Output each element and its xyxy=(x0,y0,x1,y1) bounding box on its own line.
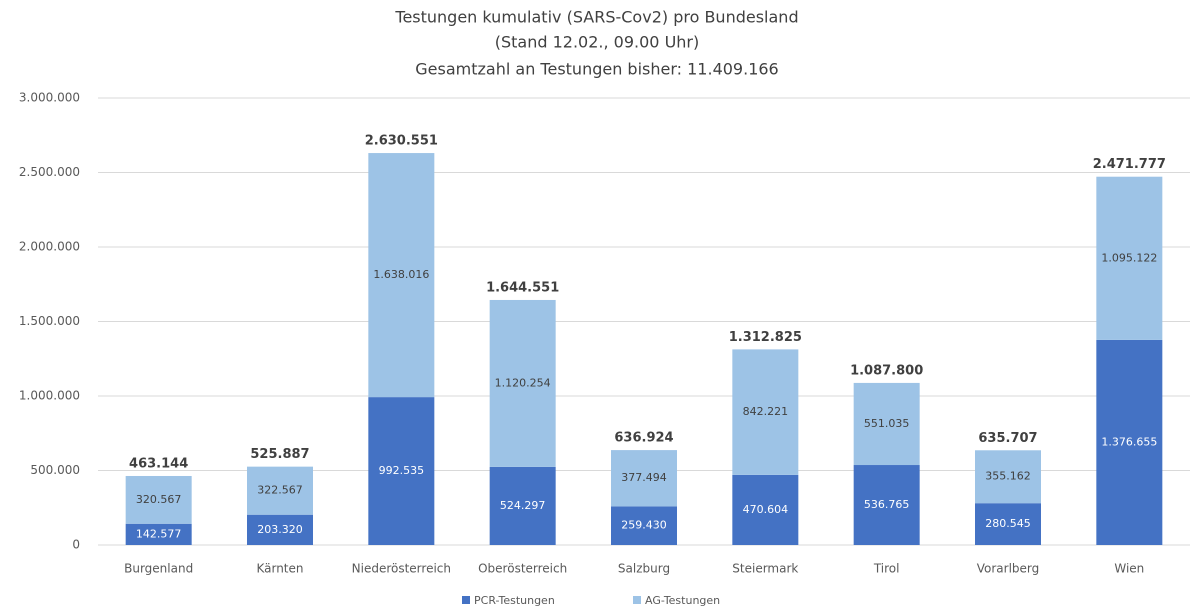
data-label: 142.577 xyxy=(136,527,182,540)
bar-segment xyxy=(247,466,313,515)
bar-segment xyxy=(1096,339,1163,545)
chart-subtitle: (Stand 12.02., 09.00 Uhr) xyxy=(495,33,699,52)
bar-segment xyxy=(975,450,1041,504)
y-tick-label: 0 xyxy=(72,538,80,552)
total-label: 635.707 xyxy=(978,431,1037,446)
y-tick-label: 1.000.000 xyxy=(19,389,80,403)
data-label: 355.162 xyxy=(985,470,1031,483)
total-label: 1.644.551 xyxy=(486,280,559,295)
data-label: 1.376.655 xyxy=(1101,435,1157,448)
bar-segment xyxy=(125,523,192,545)
total-label: 525.887 xyxy=(250,447,309,462)
data-label: 377.494 xyxy=(621,471,667,484)
data-label: 524.297 xyxy=(500,499,546,512)
bar-segment xyxy=(853,465,920,545)
legend-swatch xyxy=(462,596,470,604)
total-label: 463.144 xyxy=(129,456,188,471)
y-tick-label: 1.500.000 xyxy=(19,314,80,328)
chart-title: Testungen kumulativ (SARS-Cov2) pro Bund… xyxy=(394,8,798,27)
data-label: 322.567 xyxy=(257,484,303,497)
bar-segment xyxy=(732,474,799,545)
data-label: 1.095.122 xyxy=(1101,251,1157,264)
total-label: 1.087.800 xyxy=(850,363,923,378)
bar-segment xyxy=(853,382,920,466)
data-label: 551.035 xyxy=(864,417,910,430)
data-label: 1.638.016 xyxy=(373,268,429,281)
legend-label: PCR-Testungen xyxy=(474,594,555,607)
total-label: 2.630.551 xyxy=(365,134,438,149)
total-label: 2.471.777 xyxy=(1093,157,1166,172)
x-tick-label: Oberösterreich xyxy=(478,562,567,576)
bar-segment xyxy=(247,514,313,545)
data-label: 320.567 xyxy=(136,493,182,506)
data-label: 470.604 xyxy=(743,503,789,516)
bar-segment xyxy=(732,349,799,475)
x-tick-label: Burgenland xyxy=(124,562,193,576)
data-label: 259.430 xyxy=(621,519,667,532)
y-tick-label: 2.500.000 xyxy=(19,165,80,179)
legend-swatch xyxy=(633,596,641,604)
data-label: 203.320 xyxy=(257,523,303,536)
total-label: 1.312.825 xyxy=(729,330,802,345)
bar-segment xyxy=(489,466,556,545)
data-label: 280.545 xyxy=(985,517,1031,530)
bar-segment xyxy=(1096,176,1163,340)
x-tick-label: Steiermark xyxy=(732,562,798,576)
x-tick-label: Niederösterreich xyxy=(352,562,451,576)
y-tick-label: 2.000.000 xyxy=(19,240,80,254)
x-tick-label: Wien xyxy=(1114,562,1144,576)
data-label: 1.120.254 xyxy=(495,376,551,389)
bar-segment xyxy=(368,397,435,545)
bar-segment xyxy=(368,153,435,398)
legend-label: AG-Testungen xyxy=(645,594,720,607)
x-tick-label: Vorarlberg xyxy=(977,562,1040,576)
bar-segment xyxy=(611,506,677,545)
x-tick-label: Tirol xyxy=(873,562,900,576)
total-label: 636.924 xyxy=(614,431,673,446)
bar-segment xyxy=(489,299,556,467)
bar-segment xyxy=(125,475,192,524)
chart-annotation: Gesamtzahl an Testungen bisher: 11.409.1… xyxy=(415,60,778,79)
bar-segment xyxy=(975,503,1041,545)
data-label: 842.221 xyxy=(743,405,789,418)
x-tick-label: Salzburg xyxy=(618,562,670,576)
bar-segment xyxy=(611,450,677,507)
y-tick-label: 3.000.000 xyxy=(19,91,80,105)
data-label: 992.535 xyxy=(379,464,425,477)
x-tick-label: Kärnten xyxy=(256,562,303,576)
data-label: 536.765 xyxy=(864,498,910,511)
y-tick-label: 500.000 xyxy=(30,463,80,477)
